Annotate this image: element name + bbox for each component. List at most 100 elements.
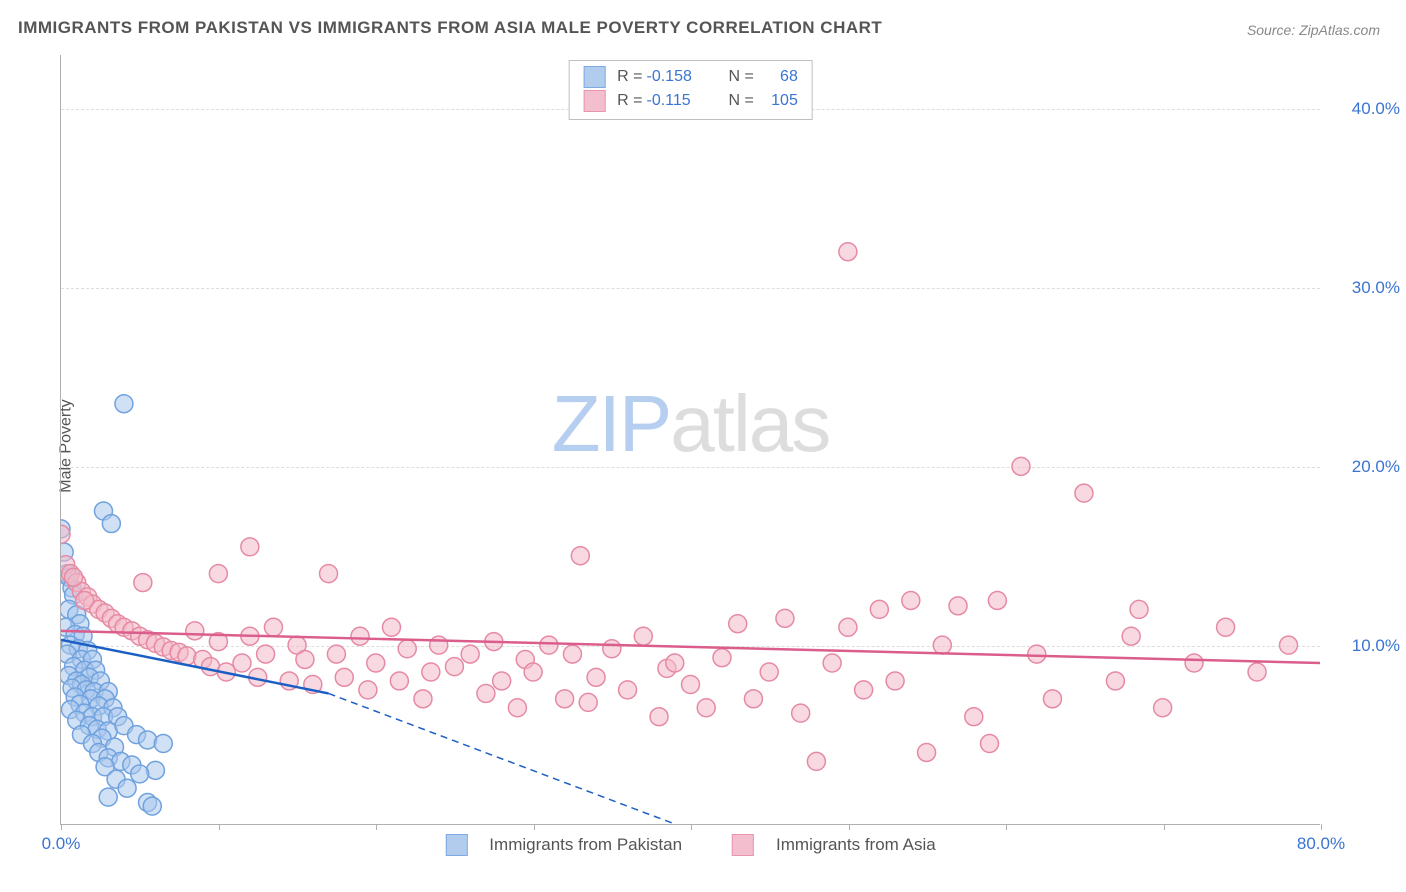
- data-point-asia: [296, 650, 314, 668]
- data-point-asia: [839, 243, 857, 261]
- data-point-asia: [493, 672, 511, 690]
- x-tick-mark: [376, 824, 377, 830]
- y-tick-label: 20.0%: [1330, 457, 1400, 477]
- data-point-asia: [1106, 672, 1124, 690]
- legend-stats-box: R =-0.158N =68R =-0.115N =105: [568, 60, 813, 120]
- data-point-asia: [335, 668, 353, 686]
- data-point-asia: [1217, 618, 1235, 636]
- data-point-asia: [382, 618, 400, 636]
- data-point-asia: [461, 645, 479, 663]
- legend-swatch-pakistan: [583, 66, 605, 88]
- data-point-asia: [1043, 690, 1061, 708]
- data-point-asia: [1075, 484, 1093, 502]
- data-point-pakistan: [102, 515, 120, 533]
- data-point-pakistan: [139, 731, 157, 749]
- data-point-asia: [556, 690, 574, 708]
- data-point-pakistan: [131, 765, 149, 783]
- data-point-asia: [233, 654, 251, 672]
- trend-line-dash-pakistan: [329, 693, 675, 824]
- legend-r-label: R =: [617, 92, 642, 110]
- data-point-asia: [933, 636, 951, 654]
- legend-series-label-asia: Immigrants from Asia: [776, 835, 936, 855]
- data-point-pakistan: [115, 395, 133, 413]
- data-point-asia: [792, 704, 810, 722]
- x-tick-mark: [61, 824, 62, 830]
- data-point-asia: [902, 591, 920, 609]
- data-point-asia: [587, 668, 605, 686]
- data-point-asia: [1122, 627, 1140, 645]
- x-tick-mark: [691, 824, 692, 830]
- data-point-asia: [367, 654, 385, 672]
- data-point-asia: [981, 735, 999, 753]
- data-point-asia: [988, 591, 1006, 609]
- x-tick-mark: [534, 824, 535, 830]
- data-point-asia: [603, 640, 621, 658]
- data-point-asia: [563, 645, 581, 663]
- data-point-pakistan: [118, 779, 136, 797]
- data-point-asia: [760, 663, 778, 681]
- data-point-asia: [327, 645, 345, 663]
- data-point-asia: [918, 743, 936, 761]
- legend-swatch-asia: [732, 834, 754, 856]
- data-point-asia: [682, 676, 700, 694]
- data-point-asia: [855, 681, 873, 699]
- data-point-asia: [965, 708, 983, 726]
- data-point-asia: [257, 645, 275, 663]
- plot-area: R =-0.158N =68R =-0.115N =105 ZIPatlas I…: [60, 55, 1320, 825]
- legend-series-item-pakistan: Immigrants from Pakistan: [445, 834, 682, 856]
- data-point-asia: [619, 681, 637, 699]
- data-point-asia: [422, 663, 440, 681]
- legend-r-label: R =: [617, 68, 642, 86]
- y-tick-label: 10.0%: [1330, 636, 1400, 656]
- data-point-asia: [650, 708, 668, 726]
- legend-stat-row-pakistan: R = -0.158 N =68: [583, 65, 798, 89]
- data-point-pakistan: [99, 788, 117, 806]
- data-point-asia: [390, 672, 408, 690]
- data-point-asia: [477, 684, 495, 702]
- data-point-asia: [540, 636, 558, 654]
- data-point-asia: [414, 690, 432, 708]
- data-point-asia: [697, 699, 715, 717]
- data-point-asia: [1185, 654, 1203, 672]
- data-point-asia: [186, 622, 204, 640]
- data-point-asia: [886, 672, 904, 690]
- data-point-asia: [666, 654, 684, 672]
- data-point-asia: [430, 636, 448, 654]
- y-tick-label: 40.0%: [1330, 99, 1400, 119]
- data-point-asia: [398, 640, 416, 658]
- data-point-asia: [359, 681, 377, 699]
- legend-series: Immigrants from Pakistan Immigrants from …: [445, 834, 935, 856]
- data-point-asia: [1028, 645, 1046, 663]
- data-point-asia: [445, 658, 463, 676]
- legend-r-value-asia: -0.115: [647, 92, 717, 110]
- chart-title: IMMIGRANTS FROM PAKISTAN VS IMMIGRANTS F…: [18, 18, 882, 38]
- data-point-asia: [1154, 699, 1172, 717]
- data-point-asia: [508, 699, 526, 717]
- data-point-asia: [949, 597, 967, 615]
- legend-n-label: N =: [729, 92, 754, 110]
- data-point-pakistan: [146, 761, 164, 779]
- legend-r-value-pakistan: -0.158: [647, 68, 717, 86]
- legend-swatch-asia: [583, 90, 605, 112]
- x-tick-mark: [219, 824, 220, 830]
- data-point-asia: [744, 690, 762, 708]
- legend-n-value-pakistan: 68: [758, 68, 798, 86]
- data-point-asia: [1130, 600, 1148, 618]
- data-point-asia: [1280, 636, 1298, 654]
- data-point-asia: [1248, 663, 1266, 681]
- data-point-asia: [264, 618, 282, 636]
- y-tick-label: 30.0%: [1330, 278, 1400, 298]
- data-point-pakistan: [154, 735, 172, 753]
- x-tick-label: 80.0%: [1297, 834, 1345, 854]
- x-tick-mark: [849, 824, 850, 830]
- legend-stat-row-asia: R =-0.115N =105: [583, 89, 798, 113]
- x-tick-label: 0.0%: [42, 834, 81, 854]
- legend-n-label: N =: [729, 68, 754, 86]
- data-point-asia: [351, 627, 369, 645]
- scatter-svg-layer: [61, 55, 1320, 824]
- data-point-asia: [776, 609, 794, 627]
- x-tick-mark: [1006, 824, 1007, 830]
- data-point-asia: [320, 565, 338, 583]
- data-point-asia: [634, 627, 652, 645]
- data-point-asia: [579, 693, 597, 711]
